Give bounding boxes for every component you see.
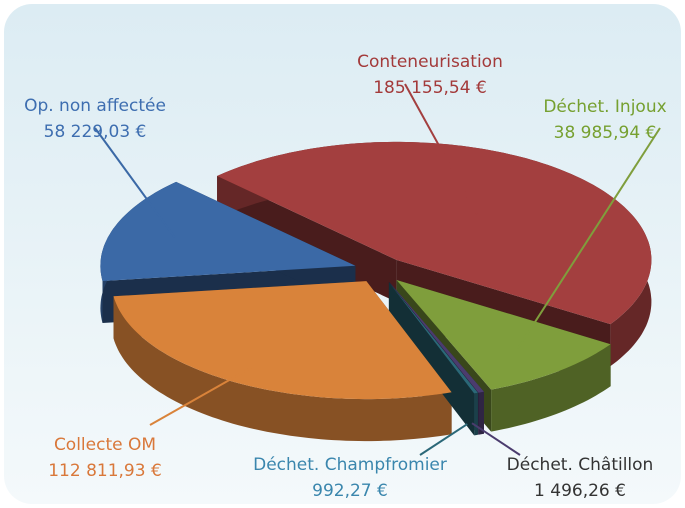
category-label: Op. non affectée [24, 96, 166, 116]
leader-line [404, 83, 478, 215]
slice-side [478, 391, 484, 435]
leader-line [517, 127, 661, 349]
slice-side [113, 296, 452, 442]
leader-line [94, 127, 176, 238]
pie-slice [396, 280, 611, 390]
category-label: Collecte OM [54, 435, 156, 455]
value-label: 58 229,03 € [44, 122, 147, 142]
pie-slice [100, 181, 356, 281]
leader-line [471, 422, 521, 456]
value-label: 1 496,26 € [534, 481, 626, 501]
category-label: Déchet. Champfromier [253, 455, 447, 475]
category-label: Déchet. Châtillon [507, 455, 654, 475]
leader-line [419, 423, 468, 456]
pie-slice [113, 281, 452, 400]
value-label: 112 811,93 € [48, 461, 162, 481]
value-label: 38 985,94 € [554, 123, 657, 143]
slice-side [474, 392, 478, 436]
value-label: 185 155,54 € [373, 78, 487, 98]
category-label: Conteneurisation [357, 52, 503, 72]
slice-side [388, 282, 475, 436]
leader-line [149, 365, 254, 426]
pie-slice [388, 282, 478, 394]
value-label: 992,27 € [312, 481, 388, 501]
slice-side [491, 344, 611, 432]
pie-slice [389, 282, 484, 393]
pie-slice [217, 141, 652, 325]
category-label: Déchet. Injoux [543, 97, 666, 117]
